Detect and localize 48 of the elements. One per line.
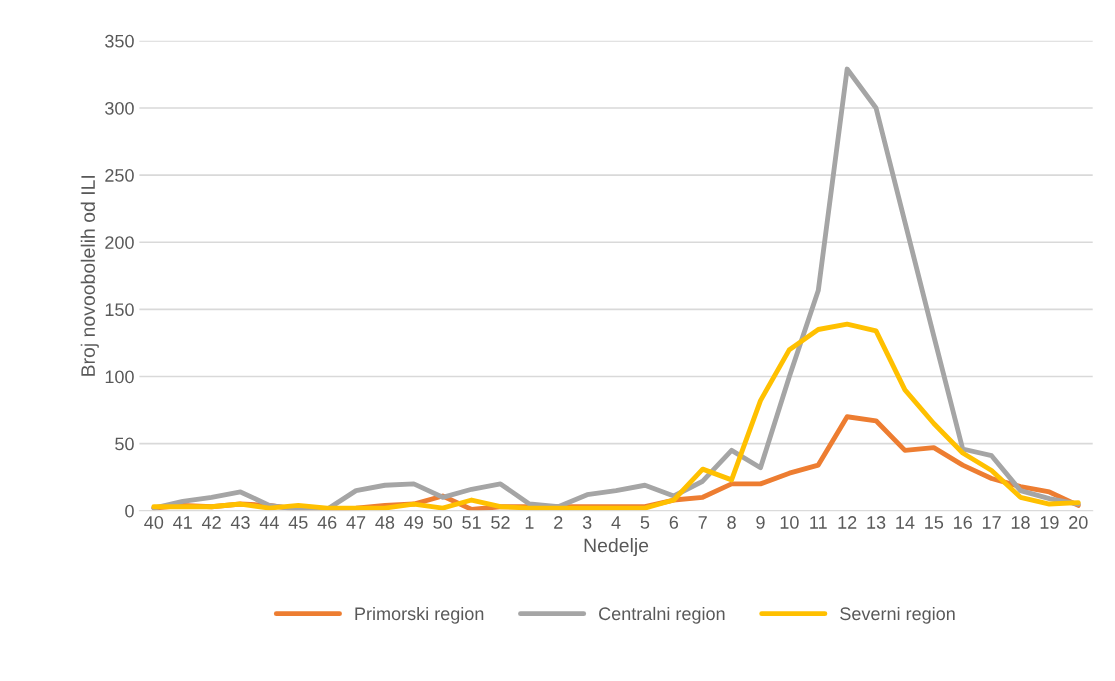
x-tick-label: 42 [201,516,221,529]
x-tick-label: 8 [727,516,736,529]
y-tick-label: 0 [125,504,134,518]
x-tick-label: 45 [288,516,308,529]
x-tick-label: 41 [173,516,192,529]
legend-label: Primorski region [355,606,484,624]
x-tick-label: 16 [954,516,972,529]
y-tick-label: 300 [105,101,134,115]
x-tick-label: 3 [582,516,592,529]
x-tick-label: 19 [1040,516,1059,529]
x-tick-label: 7 [698,516,707,529]
x-tick-label: 50 [433,516,453,529]
x-tick-label: 49 [404,516,423,529]
x-tick-label: 12 [838,516,857,529]
x-tick-label: 5 [640,516,650,529]
x-tick-label: 10 [780,516,799,529]
x-tick-label: 13 [867,516,886,529]
x-tick-label: 1 [525,516,534,529]
y-tick-label: 150 [105,303,134,317]
x-tick-label: 52 [491,516,510,529]
x-tick-label: 11 [810,516,827,529]
x-tick-label: 6 [669,516,679,529]
x-tick-label: 20 [1069,516,1088,529]
y-tick-label: 250 [105,169,134,182]
legend-label: Centralni region [599,606,725,624]
x-tick-label: 40 [144,516,164,529]
y-tick-label: 100 [105,370,134,384]
x-tick-label: 18 [1011,516,1030,529]
y-tick-label: 350 [105,34,134,48]
x-tick-label: 47 [346,516,366,529]
y-tick-label: 50 [115,437,134,451]
x-tick-label: 15 [925,516,944,529]
line-series [151,321,1081,511]
x-tick-label: 14 [896,516,915,529]
x-tick-label: 48 [375,516,395,529]
y-tick-label: 200 [105,236,134,249]
x-tick-label: 4 [611,516,621,529]
x-axis-title: Nedelje [584,538,649,557]
x-tick-label: 46 [317,516,337,529]
x-tick-label: 43 [230,516,250,529]
x-tick-label: 9 [756,516,765,529]
x-tick-label: 2 [554,516,563,529]
legend-label: Severni region [840,606,955,624]
y-axis-title: Broj novoobolelih od ILI [80,175,99,376]
x-tick-label: 17 [982,516,1001,529]
x-tick-label: 44 [259,516,279,529]
x-tick-label: 51 [462,516,481,529]
line-series [151,66,1081,511]
